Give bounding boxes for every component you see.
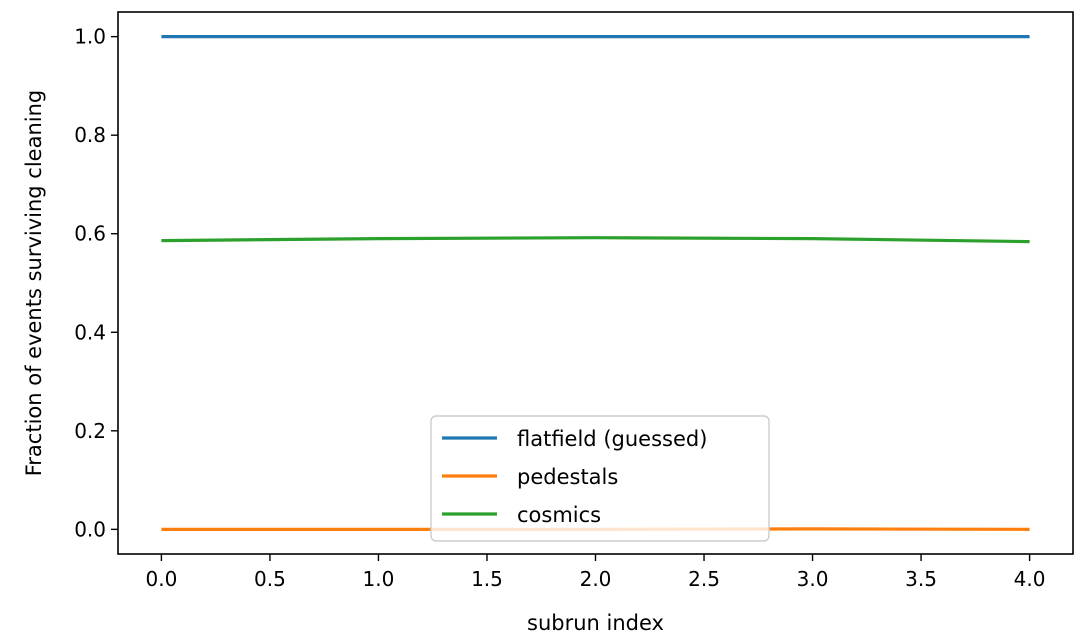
x-axis-label: subrun index: [527, 611, 664, 635]
x-tick-label: 4.0: [1014, 567, 1046, 591]
legend-box: [430, 415, 770, 542]
x-tick-label: 3.0: [797, 567, 829, 591]
x-tick-label: 0.0: [146, 567, 178, 591]
y-tick-label: 0.2: [74, 419, 106, 443]
x-tick-label: 0.5: [254, 567, 286, 591]
legend-label-2: cosmics: [517, 503, 601, 527]
legend-label-1: pedestals: [517, 465, 618, 489]
x-tick-label: 3.5: [905, 567, 937, 591]
legend: flatfield (guessed) pedestals cosmics: [430, 415, 770, 542]
y-axis-ticks: 0.0 0.2 0.4 0.6 0.8 1.0: [74, 25, 118, 541]
y-tick-label: 0.0: [74, 517, 106, 541]
x-tick-label: 2.5: [688, 567, 720, 591]
legend-label-0: flatfield (guessed): [517, 427, 707, 451]
y-tick-label: 0.8: [74, 123, 106, 147]
y-tick-label: 0.6: [74, 222, 106, 246]
x-tick-label: 1.0: [363, 567, 395, 591]
series-line-2: [161, 236, 1030, 244]
y-axis-label: Fraction of events surviving cleaning: [22, 90, 46, 477]
x-axis-ticks: 0.0 0.5 1.0 1.5 2.0 2.5 3.0 3.5 4.0: [146, 554, 1046, 591]
x-tick-label: 2.0: [580, 567, 612, 591]
y-tick-label: 0.4: [74, 320, 106, 344]
y-tick-label: 1.0: [74, 25, 106, 49]
x-tick-label: 1.5: [471, 567, 503, 591]
